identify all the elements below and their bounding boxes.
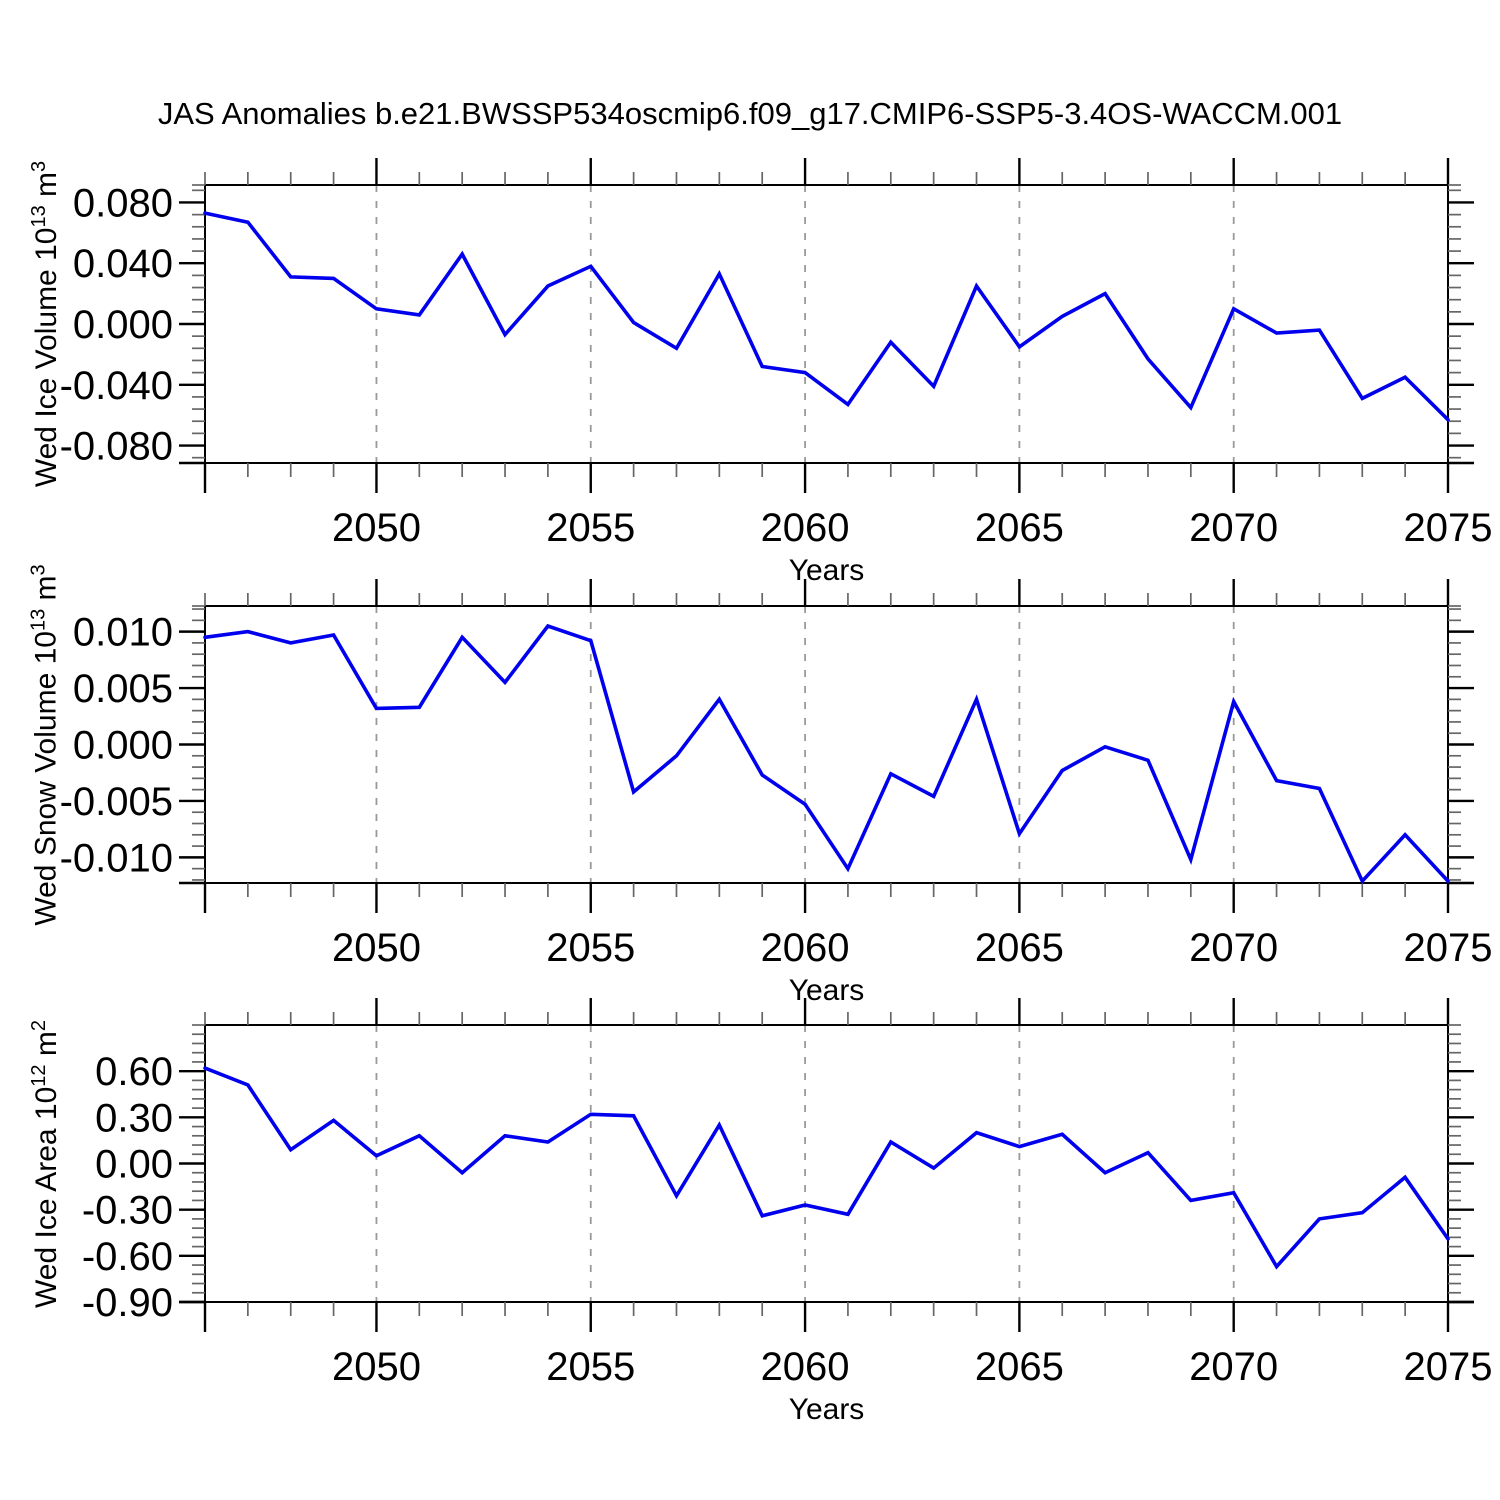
x-tick-label: 2075 bbox=[1404, 506, 1493, 550]
x-tick-label: 2060 bbox=[761, 506, 850, 550]
x-axis-label: Years bbox=[788, 554, 865, 587]
y-tick-label: 0.010 bbox=[73, 611, 173, 655]
x-tick-label: 2065 bbox=[975, 1345, 1064, 1389]
y-tick-label: -0.040 bbox=[60, 364, 173, 408]
y-tick-label: 0.000 bbox=[73, 724, 173, 768]
x-tick-label: 2065 bbox=[975, 926, 1064, 970]
x-axis-label: Years bbox=[788, 974, 865, 1007]
y-tick-label: 0.040 bbox=[73, 242, 173, 286]
x-tick-label: 2070 bbox=[1189, 926, 1278, 970]
y-axis-label-text: Wed Ice Area 1012 m2 bbox=[24, 1019, 64, 1308]
y-axis-label-prefix: Wed Ice Volume 10 bbox=[30, 227, 63, 488]
x-tick-label: 2050 bbox=[332, 1345, 421, 1389]
y-tick-label: -0.005 bbox=[60, 780, 173, 824]
y-tick-label: 0.005 bbox=[73, 667, 173, 711]
y-axis-label-text: Wed Snow Volume 1013 m3 bbox=[24, 563, 64, 926]
y-axis-label-prefix: Wed Ice Area 10 bbox=[30, 1086, 64, 1308]
x-axis-label: Years bbox=[788, 1393, 865, 1426]
chart-title: JAS Anomalies b.e21.BWSSP534oscmip6.f09_… bbox=[157, 96, 1343, 131]
x-tick-label: 2070 bbox=[1189, 1345, 1278, 1389]
y-tick-label: 0.30 bbox=[95, 1096, 173, 1140]
y-axis-label-text: Wed Ice Volume 1013 m3 bbox=[24, 160, 63, 488]
y-tick-label: 0.00 bbox=[95, 1143, 173, 1187]
x-tick-label: 2060 bbox=[761, 1345, 850, 1389]
y-tick-label: -0.080 bbox=[60, 425, 173, 469]
y-tick-label: -0.60 bbox=[82, 1235, 173, 1279]
x-tick-label: 2055 bbox=[546, 926, 635, 970]
series-line bbox=[203, 211, 1450, 422]
y-axis-label: Wed Snow Volume 1013 m3 bbox=[10, 563, 76, 926]
x-tick-label: 2075 bbox=[1404, 926, 1493, 970]
panel-snow-volume: 2050 2055 2060 2065 2070 2075 0.010 0.005 0.000 -… bbox=[60, 579, 1493, 970]
x-tick-label: 2075 bbox=[1404, 1345, 1493, 1389]
y-axis-label-unit-exponent: 2 bbox=[28, 1019, 51, 1031]
y-tick-label: -0.010 bbox=[60, 836, 173, 880]
y-axis-label-unit: m bbox=[30, 171, 63, 206]
y-tick-label: 0.000 bbox=[73, 303, 173, 347]
y-tick-label: -0.90 bbox=[82, 1281, 173, 1325]
y-axis-label-prefix: Wed Snow Volume 10 bbox=[30, 630, 64, 926]
series-line bbox=[203, 1066, 1450, 1270]
x-tick-label: 2055 bbox=[546, 506, 635, 550]
panel-ice-volume: 2050 2055 2060 2065 2070 2075 0.080 0.040 0.000 -… bbox=[60, 158, 1493, 550]
y-axis-label: Wed Ice Area 1012 m2 bbox=[10, 985, 76, 1342]
y-axis-label-unit-exponent: 3 bbox=[28, 563, 51, 575]
plot-frame bbox=[204, 605, 1449, 884]
y-axis-label-unit-exponent: 3 bbox=[28, 160, 50, 172]
y-axis-label-exponent: 13 bbox=[28, 608, 51, 631]
y-axis-label-unit: m bbox=[30, 574, 64, 609]
x-tick-label: 2050 bbox=[332, 506, 421, 550]
y-axis-label: Wed Ice Volume 1013 m3 bbox=[10, 145, 76, 503]
panel-ice-area: 2050 2055 2060 2065 2070 2075 0.600.300.00-0.3… bbox=[82, 998, 1493, 1389]
x-tick-label: 2050 bbox=[332, 926, 421, 970]
x-tick-label: 2065 bbox=[975, 506, 1064, 550]
y-tick-label: 0.60 bbox=[95, 1050, 173, 1094]
series-line bbox=[203, 623, 1450, 885]
y-axis-label-unit: m bbox=[30, 1030, 64, 1064]
y-tick-label: 0.080 bbox=[73, 181, 173, 225]
x-tick-label: 2055 bbox=[546, 1345, 635, 1389]
x-tick-label: 2070 bbox=[1189, 506, 1278, 550]
y-axis-label-exponent: 13 bbox=[28, 205, 50, 228]
plot-frame bbox=[204, 1024, 1449, 1303]
y-tick-label: -0.30 bbox=[82, 1189, 173, 1233]
x-tick-label: 2060 bbox=[761, 926, 850, 970]
y-axis-label-exponent: 12 bbox=[28, 1063, 51, 1087]
